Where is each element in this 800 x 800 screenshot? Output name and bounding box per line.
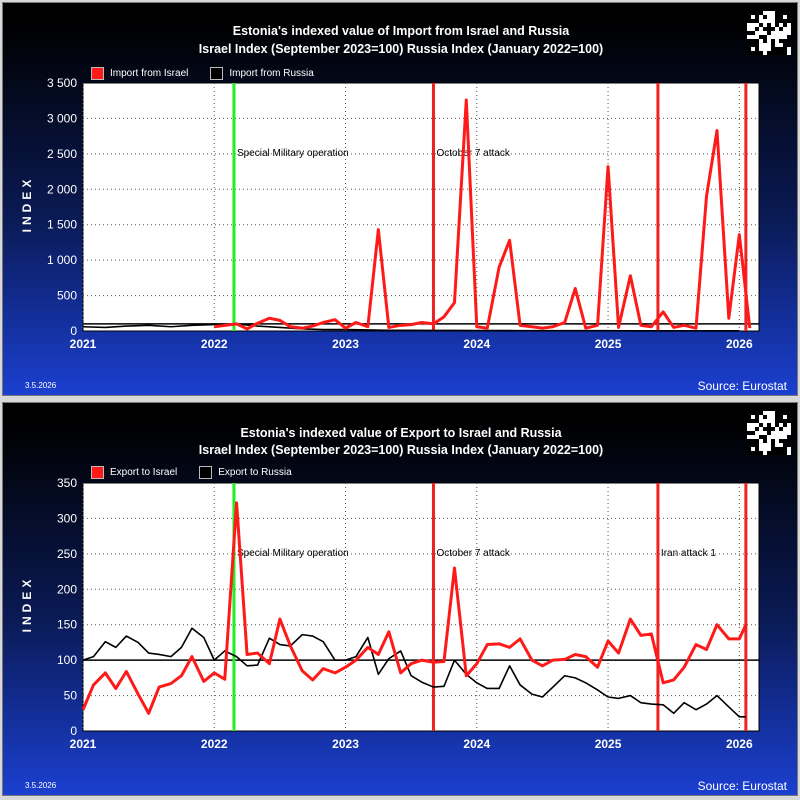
legend-label-israel: Export to Israel [110,467,178,478]
y-tick-label: 2 500 [47,147,77,161]
legend: Import from Israel Import from Russia [91,67,314,80]
event-label: October 7 attack [436,548,510,559]
x-tick-label: 2021 [70,337,97,351]
event-label: Special Military operation [237,148,349,159]
series-line-israel [214,98,752,331]
y-tick-label: 300 [57,511,77,525]
legend-swatch-russia [199,466,213,479]
chart-title-line2: Israel Index (September 2023=100) Russia… [198,443,604,457]
x-tick-label: 2021 [70,737,97,751]
series-line-russia [82,323,740,332]
y-tick-label: 500 [57,289,77,303]
legend-swatch-russia [210,67,224,80]
series-line-israel [81,501,748,715]
legend-swatch-israel [91,466,104,479]
y-tick-label: 3 500 [47,76,77,90]
x-tick-label: 2026 [726,737,753,751]
y-tick-label: 2 000 [47,182,77,196]
y-tick-label: 150 [57,618,77,632]
legend: Export to Israel Export to Russia [91,466,292,479]
source-label: Source: Eurostat [697,779,787,793]
event-label: Special Military operation [237,548,349,559]
chart-title-line1: Estonia's indexed value of Export to Isr… [240,426,562,440]
y-tick-label: 350 [57,476,77,490]
source-label: Source: Eurostat [697,379,787,393]
y-tick-label: 50 [64,689,78,703]
plot-area [82,82,760,332]
x-tick-label: 2022 [201,337,228,351]
event-label: October 7 attack [436,148,510,159]
qr-code-icon [747,11,791,55]
import-chart-panel: Estonia's indexed value of Import from I… [2,2,798,396]
x-tick-label: 2022 [201,737,228,751]
x-tick-label: 2023 [332,737,359,751]
date-stamp: 3.5.2026 [25,781,57,790]
legend-swatch-israel [91,67,104,80]
y-tick-label: 0 [70,324,77,338]
x-tick-label: 2025 [595,337,622,351]
chart-title-line1: Estonia's indexed value of Import from I… [232,24,570,38]
legend-label-russia: Import from Russia [229,68,314,79]
export-chart-plot: 0 50 100 150 200 250 300 350 2021 2022 2023 2024 202… [57,476,760,751]
event-label: Iran attack 1 [661,548,716,559]
legend-label-israel: Import from Israel [110,68,189,79]
x-tick-label: 2024 [463,337,490,351]
y-tick-label: 3 000 [47,111,77,125]
x-tick-label: 2026 [726,337,753,351]
y-tick-label: 100 [57,653,77,667]
y-tick-label: 200 [57,582,77,596]
chart-title-line2: Israel Index (September 2023=100) Russia… [198,42,604,56]
import-chart-plot: 0 500 1 000 1 500 2 000 2 500 3 000 3 500 2021 20… [47,76,760,351]
legend-label-russia: Export to Russia [218,467,292,478]
qr-code-icon [747,411,791,455]
y-tick-label: 1 000 [47,253,77,267]
x-tick-label: 2024 [463,737,490,751]
export-chart-panel: Estonia's indexed value of Export to Isr… [2,402,798,796]
x-tick-label: 2025 [595,737,622,751]
y-tick-label: 1 500 [47,218,77,232]
series-line-russia [82,627,746,718]
date-stamp: 3.5.2026 [25,381,57,390]
y-tick-label: 0 [70,724,77,738]
y-tick-label: 250 [57,547,77,561]
plot-area [82,482,760,732]
x-tick-label: 2023 [332,337,359,351]
